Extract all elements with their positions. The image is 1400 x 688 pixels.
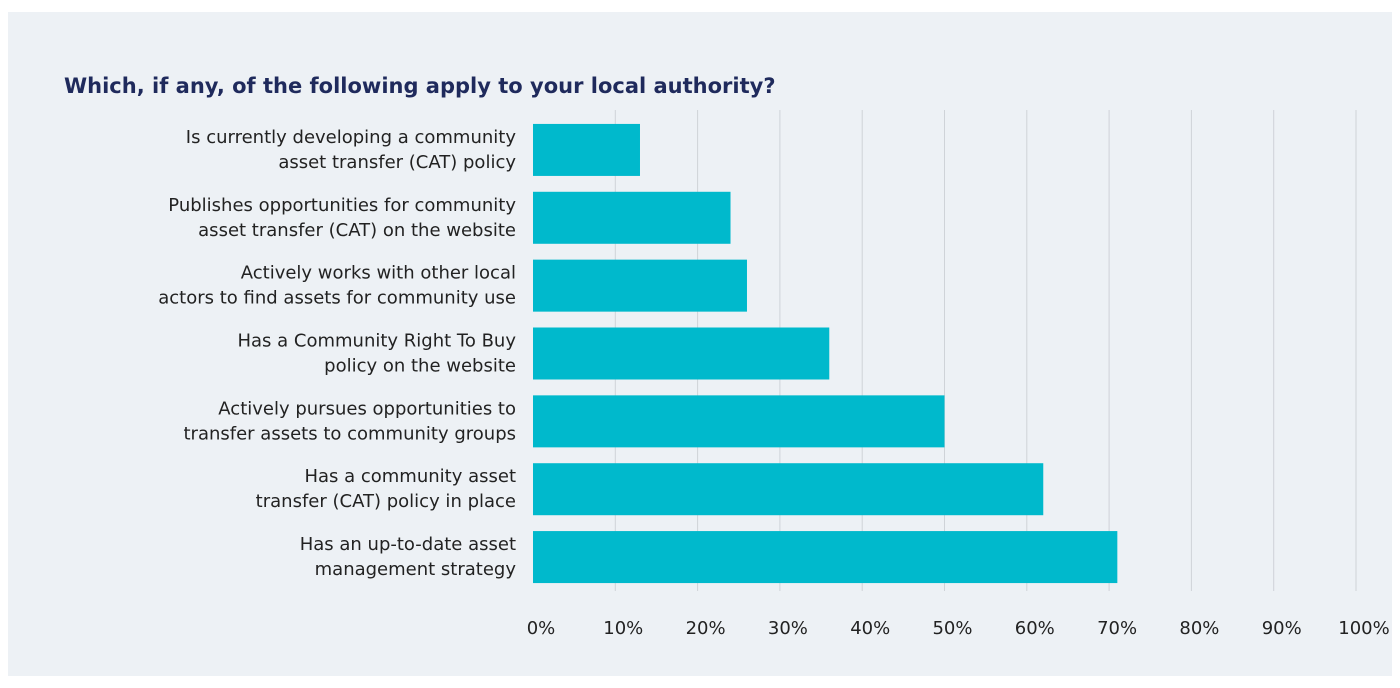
y-tick-label: Has a community asset [304, 466, 516, 487]
x-tick-label: 20% [686, 618, 726, 639]
chart-title: Which, if any, of the following apply to… [64, 74, 776, 98]
bar [533, 395, 945, 448]
x-tick-label: 70% [1097, 618, 1137, 639]
y-tick-label: asset transfer (CAT) on the website [198, 220, 516, 241]
y-tick-label: Actively works with other local [241, 263, 516, 284]
x-tick-label: 90% [1262, 618, 1302, 639]
y-tick-label: Is currently developing a community [186, 127, 517, 148]
x-tick-label: 0% [527, 618, 556, 639]
y-tick-label: Actively pursues opportunities to [218, 398, 516, 419]
x-tick-label: 80% [1179, 618, 1219, 639]
x-tick-label: 50% [932, 618, 972, 639]
x-tick-label: 100% [1338, 618, 1389, 639]
x-tick-label: 30% [768, 618, 808, 639]
bar [533, 531, 1118, 584]
y-tick-label: transfer assets to community groups [184, 423, 517, 444]
y-tick-label: transfer (CAT) policy in place [256, 491, 516, 512]
bar [533, 463, 1044, 516]
bar [533, 327, 830, 380]
y-tick-label: management strategy [315, 559, 517, 580]
x-tick-label: 10% [603, 618, 643, 639]
y-tick-label: asset transfer (CAT) policy [278, 152, 516, 173]
y-tick-label: Publishes opportunities for community [168, 195, 516, 216]
y-tick-label: Has an up-to-date asset [300, 534, 516, 555]
x-tick-label: 60% [1015, 618, 1055, 639]
y-tick-label: actors to find assets for community use [158, 288, 516, 309]
bar [533, 191, 731, 244]
y-tick-label: Has a Community Right To Buy [237, 331, 516, 352]
bar [533, 123, 640, 176]
y-tick-label: policy on the website [324, 356, 516, 377]
bar [533, 259, 747, 312]
x-tick-label: 40% [850, 618, 890, 639]
